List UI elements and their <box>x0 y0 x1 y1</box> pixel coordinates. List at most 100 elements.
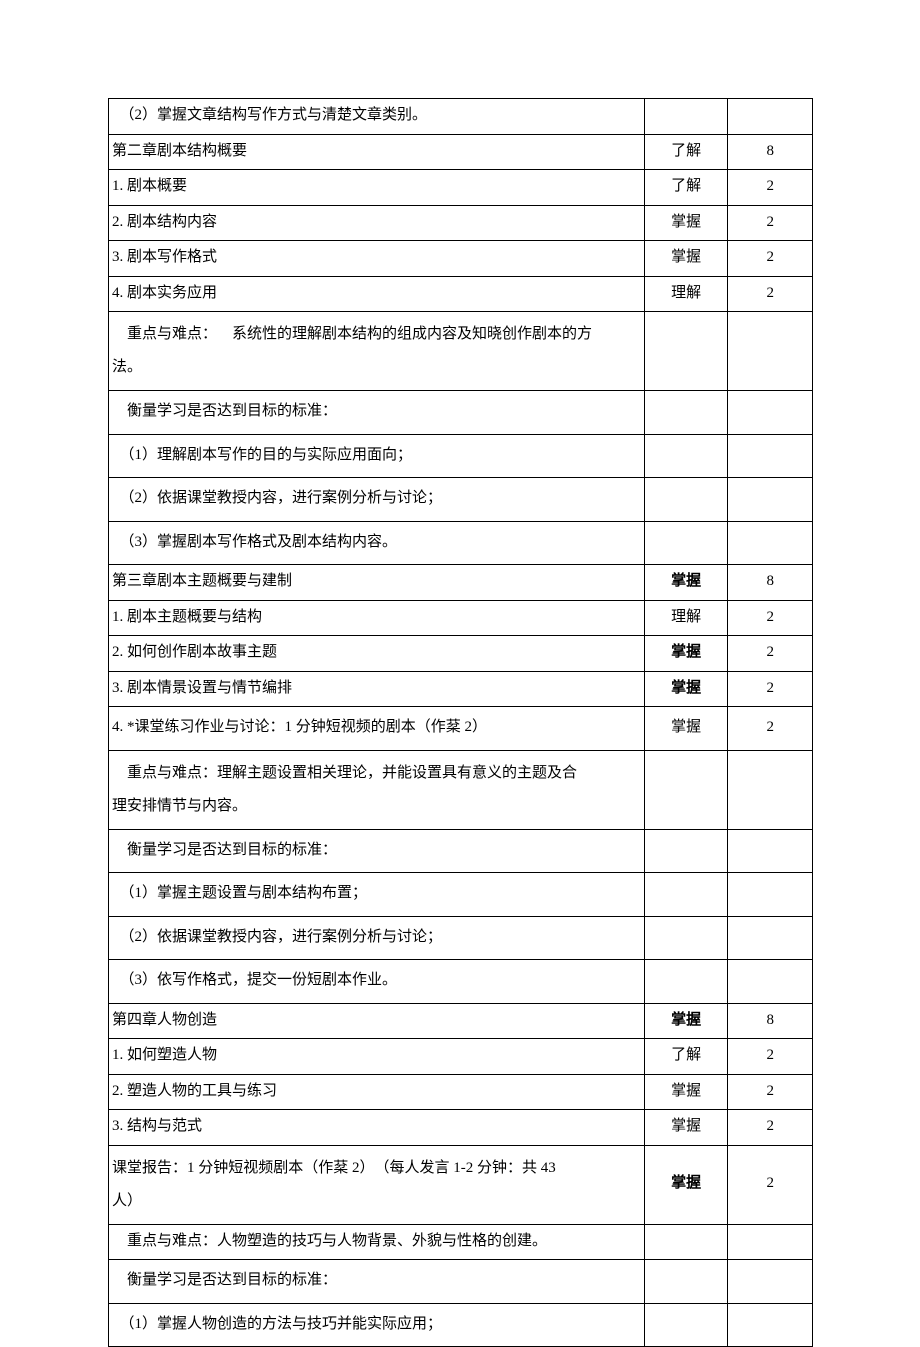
content-cell: 第三章剧本主题概要与建制 <box>109 565 645 601</box>
table-row: 1. 剧本概要了解2 <box>109 170 813 206</box>
level-cell: 掌握 <box>644 636 728 672</box>
level-cell <box>644 391 728 435</box>
table-row: （1）掌握人物创造的方法与技巧并能实际应用； <box>109 1303 813 1347</box>
hours-cell: 2 <box>728 170 813 206</box>
content-cell: （2）依据课堂教授内容，进行案例分析与讨论； <box>109 916 645 960</box>
level-cell: 掌握 <box>644 671 728 707</box>
level-cell: 理解 <box>644 276 728 312</box>
content-text: 1. 剧本主题概要与结构 <box>112 609 262 625</box>
content-cell: 2. 塑造人物的工具与练习 <box>109 1074 645 1110</box>
content-text: 2. 剧本结构内容 <box>112 214 217 230</box>
level-cell: 掌握 <box>644 1145 728 1224</box>
content-cell: 2. 如何创作剧本故事主题 <box>109 636 645 672</box>
content-text: （2）依据课堂教授内容，进行案例分析与讨论； <box>112 929 442 945</box>
level-cell: 掌握 <box>644 205 728 241</box>
content-line: 重点与难点： 系统性的理解剧本结构的组成内容及知晓创作剧本的方 <box>112 318 641 351</box>
level-cell: 掌握 <box>644 565 728 601</box>
level-cell: 了解 <box>644 134 728 170</box>
content-text: 3. 结构与范式 <box>112 1118 202 1134</box>
level-cell <box>644 434 728 478</box>
table-row: 2. 塑造人物的工具与练习掌握2 <box>109 1074 813 1110</box>
table-row: 衡量学习是否达到目标的标准： <box>109 391 813 435</box>
content-line: 法。 <box>112 351 641 384</box>
level-cell <box>644 1303 728 1347</box>
table-row: （3）掌握剧本写作格式及剧本结构内容。 <box>109 521 813 565</box>
hours-cell: 2 <box>728 1039 813 1075</box>
content-text: 2. 如何创作剧本故事主题 <box>112 644 277 660</box>
content-text: 第三章剧本主题概要与建制 <box>112 573 292 589</box>
table-row: （3）依写作格式，提交一份短剧本作业。 <box>109 960 813 1004</box>
level-cell <box>644 478 728 522</box>
table-row: （1）掌握主题设置与剧本结构布置； <box>109 873 813 917</box>
content-text: 衡量学习是否达到目标的标准： <box>112 1272 337 1288</box>
content-text: （1）理解剧本写作的目的与实际应用面向； <box>112 447 412 463</box>
content-text: 1. 剧本概要 <box>112 178 187 194</box>
table-row: 重点与难点：理解主题设置相关理论，并能设置具有意义的主题及合理安排情节与内容。 <box>109 750 813 829</box>
content-text: 衡量学习是否达到目标的标准： <box>112 842 337 858</box>
table-row: 重点与难点：人物塑造的技巧与人物背景、外貌与性格的创建。 <box>109 1224 813 1260</box>
content-text: 4. 剧本实务应用 <box>112 285 217 301</box>
hours-cell <box>728 750 813 829</box>
hours-cell <box>728 312 813 391</box>
content-text: （1）掌握人物创造的方法与技巧并能实际应用； <box>112 1316 442 1332</box>
hours-cell <box>728 1224 813 1260</box>
table-row: 3. 剧本情景设置与情节编排掌握2 <box>109 671 813 707</box>
content-cell: 4. *课堂练习作业与讨论：1 分钟短视频的剧本（作棻 2） <box>109 707 645 751</box>
content-line: 重点与难点：理解主题设置相关理论，并能设置具有意义的主题及合 <box>112 757 641 790</box>
table-row: 第四章人物创造掌握8 <box>109 1003 813 1039</box>
hours-cell: 2 <box>728 276 813 312</box>
hours-cell: 8 <box>728 134 813 170</box>
level-cell: 了解 <box>644 1039 728 1075</box>
content-cell: 衡量学习是否达到目标的标准： <box>109 1260 645 1304</box>
content-cell: 3. 结构与范式 <box>109 1110 645 1146</box>
level-cell <box>644 99 728 135</box>
level-cell: 掌握 <box>644 241 728 277</box>
content-line: 人） <box>112 1185 641 1218</box>
level-cell <box>644 750 728 829</box>
content-text: 第四章人物创造 <box>112 1012 217 1028</box>
content-line: 理安排情节与内容。 <box>112 790 641 823</box>
content-text: （2）依据课堂教授内容，进行案例分析与讨论； <box>112 490 442 506</box>
table-row: 2. 剧本结构内容掌握2 <box>109 205 813 241</box>
content-cell: 3. 剧本情景设置与情节编排 <box>109 671 645 707</box>
hours-cell <box>728 960 813 1004</box>
table-row: 第三章剧本主题概要与建制掌握8 <box>109 565 813 601</box>
level-cell <box>644 521 728 565</box>
content-cell: 1. 剧本概要 <box>109 170 645 206</box>
table-row: 衡量学习是否达到目标的标准： <box>109 829 813 873</box>
content-cell: 重点与难点：理解主题设置相关理论，并能设置具有意义的主题及合理安排情节与内容。 <box>109 750 645 829</box>
hours-cell: 2 <box>728 671 813 707</box>
content-text: 2. 塑造人物的工具与练习 <box>112 1083 277 1099</box>
content-text: 4. *课堂练习作业与讨论：1 分钟短视频的剧本（作棻 2） <box>112 719 487 735</box>
content-cell: （2）依据课堂教授内容，进行案例分析与讨论； <box>109 478 645 522</box>
content-cell: （1）掌握主题设置与剧本结构布置； <box>109 873 645 917</box>
content-text: 衡量学习是否达到目标的标准： <box>112 403 337 419</box>
content-cell: 4. 剧本实务应用 <box>109 276 645 312</box>
content-cell: （3）依写作格式，提交一份短剧本作业。 <box>109 960 645 1004</box>
table-row: （2）依据课堂教授内容，进行案例分析与讨论； <box>109 478 813 522</box>
hours-cell: 2 <box>728 707 813 751</box>
hours-cell <box>728 873 813 917</box>
table-row: 重点与难点： 系统性的理解剧本结构的组成内容及知晓创作剧本的方法。 <box>109 312 813 391</box>
level-cell <box>644 1224 728 1260</box>
level-cell <box>644 873 728 917</box>
table-row: 第二章剧本结构概要了解8 <box>109 134 813 170</box>
table-row: 3. 结构与范式掌握2 <box>109 1110 813 1146</box>
hours-cell <box>728 99 813 135</box>
content-text: （1）掌握主题设置与剧本结构布置； <box>112 885 367 901</box>
content-text: （2）掌握文章结构写作方式与清楚文章类别。 <box>112 107 427 123</box>
content-text: （3）掌握剧本写作格式及剧本结构内容。 <box>112 534 397 550</box>
table-row: 4. *课堂练习作业与讨论：1 分钟短视频的剧本（作棻 2）掌握2 <box>109 707 813 751</box>
content-text: 重点与难点：人物塑造的技巧与人物背景、外貌与性格的创建。 <box>112 1233 547 1249</box>
content-cell: （1）理解剧本写作的目的与实际应用面向； <box>109 434 645 478</box>
content-cell: 衡量学习是否达到目标的标准： <box>109 829 645 873</box>
content-cell: 课堂报告：1 分钟短视频剧本（作棻 2） （每人发言 1-2 分钟：共 43人） <box>109 1145 645 1224</box>
level-cell: 掌握 <box>644 1074 728 1110</box>
table-row: 课堂报告：1 分钟短视频剧本（作棻 2） （每人发言 1-2 分钟：共 43人）… <box>109 1145 813 1224</box>
content-text: （3）依写作格式，提交一份短剧本作业。 <box>112 972 397 988</box>
table-body: （2）掌握文章结构写作方式与清楚文章类别。第二章剧本结构概要了解81. 剧本概要… <box>109 99 813 1347</box>
content-cell: 1. 剧本主题概要与结构 <box>109 600 645 636</box>
hours-cell <box>728 1260 813 1304</box>
table-row: 2. 如何创作剧本故事主题掌握2 <box>109 636 813 672</box>
syllabus-table: （2）掌握文章结构写作方式与清楚文章类别。第二章剧本结构概要了解81. 剧本概要… <box>108 98 813 1347</box>
